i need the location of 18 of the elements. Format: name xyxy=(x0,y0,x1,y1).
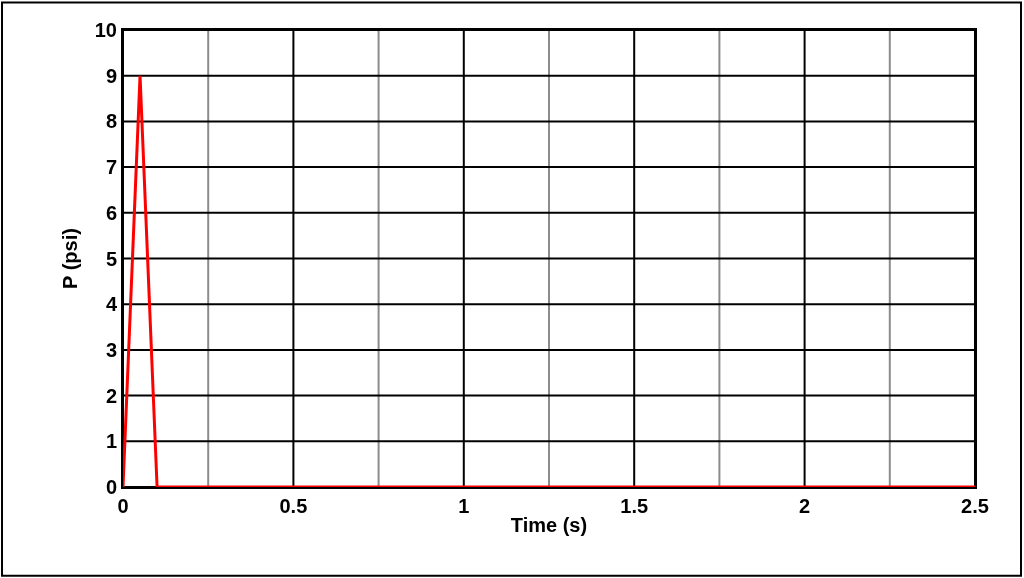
y-tick-label: 10 xyxy=(94,19,117,41)
x-axis-title: Time (s) xyxy=(510,514,588,536)
y-tick-label: 0 xyxy=(105,476,117,498)
x-tick-label: 2 xyxy=(799,495,811,517)
y-tick-label: 4 xyxy=(105,293,118,316)
x-tick-label: 1.5 xyxy=(620,495,649,517)
y-tick-label: 3 xyxy=(105,338,117,361)
y-axis-title: P (psi) xyxy=(58,228,81,289)
y-tick-label: 2 xyxy=(105,384,117,407)
y-tick-label: 8 xyxy=(105,110,117,133)
y-tick-label: 7 xyxy=(105,156,117,179)
x-tick-label: 0.5 xyxy=(279,495,308,517)
y-tick-label: 9 xyxy=(105,64,117,87)
y-tick-label: 5 xyxy=(105,247,117,270)
x-tick-label: 2.5 xyxy=(961,495,989,517)
x-tick-label: 1 xyxy=(458,495,470,517)
y-tick-label: 6 xyxy=(105,201,117,224)
y-tick-label: 1 xyxy=(105,430,117,453)
